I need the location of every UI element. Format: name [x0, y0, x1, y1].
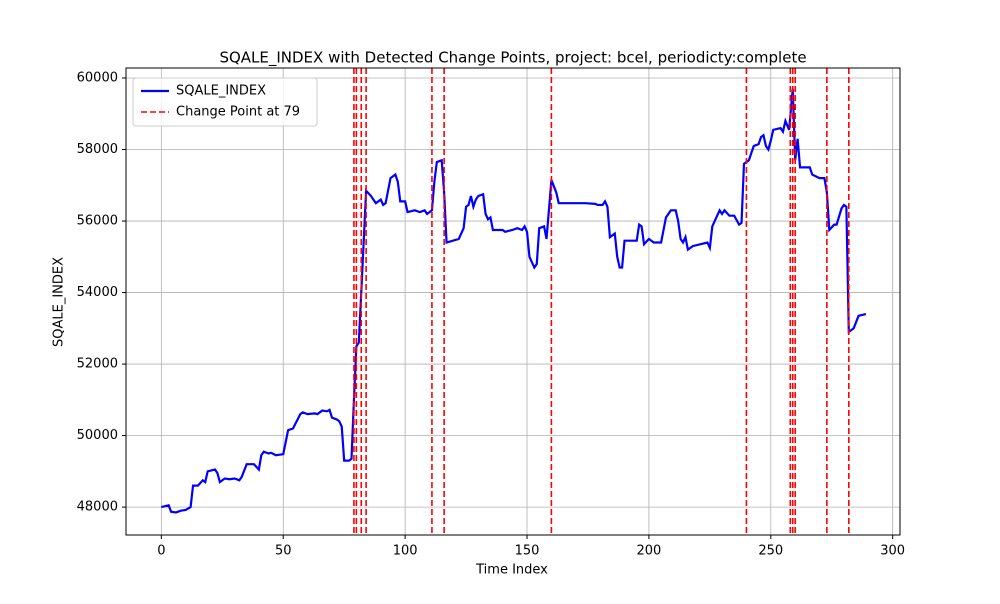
x-tick-label: 0: [157, 544, 165, 559]
x-tick-label: 200: [636, 544, 661, 559]
y-tick-label: 50000: [77, 428, 118, 443]
x-tick-label: 50: [275, 544, 292, 559]
x-tick-label: 100: [393, 544, 418, 559]
x-tick-label: 150: [515, 544, 540, 559]
legend-box: [132, 77, 318, 127]
data-line: [161, 88, 867, 514]
chart-title: SQALE_INDEX with Detected Change Points,…: [219, 49, 806, 68]
y-axis-label: SQALE_INDEX: [52, 257, 67, 347]
x-tick-label: 300: [880, 544, 905, 559]
x-tick-label: 250: [758, 544, 783, 559]
y-tick-label: 52000: [77, 357, 118, 372]
legend-label: SQALE_INDEX: [176, 84, 266, 99]
y-tick-label: 48000: [77, 500, 118, 515]
y-tick-label: 56000: [77, 214, 118, 229]
legend-label: Change Point at 79: [176, 105, 300, 120]
y-tick-label: 54000: [77, 285, 118, 300]
plot-frame: [125, 67, 901, 536]
y-tick-label: 60000: [77, 71, 118, 86]
x-axis-label: Time Index: [475, 563, 548, 578]
y-tick-label: 58000: [77, 142, 118, 157]
